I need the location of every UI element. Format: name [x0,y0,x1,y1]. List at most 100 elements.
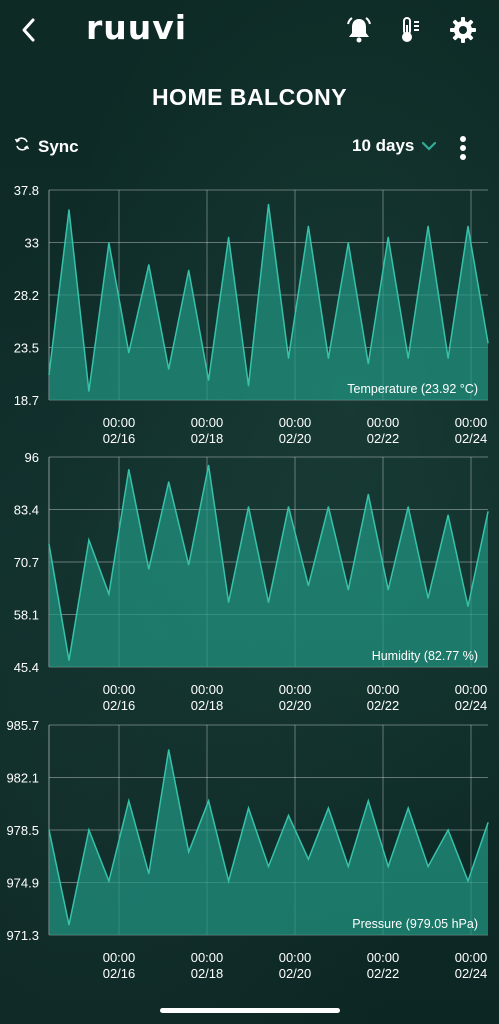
y-tick-label: 28.2 [14,288,39,303]
data-point [427,597,429,599]
x-tick-date: 02/20 [279,431,312,445]
x-tick-date: 02/24 [455,698,488,713]
data-point [48,374,50,376]
data-point [367,363,369,365]
time-range-label: 10 days [352,136,415,155]
x-tick-date: 02/16 [103,698,136,713]
data-point [447,357,449,359]
data-point [128,800,130,802]
back-icon[interactable] [18,16,42,44]
thermometer-icon[interactable] [398,16,426,44]
data-point [367,493,369,495]
x-tick-date: 02/24 [455,431,488,445]
data-point [287,357,290,359]
data-point [128,352,130,354]
x-tick-date: 02/20 [279,698,312,713]
x-tick-time: 00:00 [191,682,224,697]
data-point [387,236,389,238]
y-tick-label: 33 [25,236,39,251]
x-tick-time: 00:00 [279,682,312,697]
y-tick-label: 23.5 [14,341,39,356]
data-point [68,659,70,661]
data-point [108,242,110,244]
time-range-dropdown[interactable]: 10 days [352,136,437,156]
data-point [227,880,230,882]
data-point [287,506,290,508]
x-tick-date: 02/20 [279,966,312,981]
sync-button[interactable]: Sync [14,136,79,157]
data-point [467,880,469,882]
data-point [387,589,389,591]
data-point [487,822,489,824]
data-point [347,242,349,244]
y-tick-label: 971.3 [6,928,39,943]
data-point [148,264,150,266]
x-tick-time: 00:00 [367,682,400,697]
data-point [367,800,369,802]
temperature-chart[interactable]: 37.83328.223.518.700:0002/1600:0002/1800… [0,180,499,445]
data-point [267,601,270,603]
y-tick-label: 978.5 [6,823,39,838]
y-tick-label: 985.7 [6,718,39,733]
data-point [188,564,190,566]
data-point [168,749,170,751]
x-tick-date: 02/18 [191,698,224,713]
data-point [88,390,90,392]
data-point [148,873,150,875]
data-point [467,605,469,608]
x-tick-time: 00:00 [191,950,224,965]
data-point [407,506,409,508]
x-tick-time: 00:00 [103,950,136,965]
data-point [307,585,310,587]
data-point [327,506,329,508]
home-indicator [160,1008,340,1013]
data-point [327,807,329,809]
y-tick-label: 96 [25,450,39,465]
chart-label: Temperature (23.92 °C) [347,382,478,396]
x-tick-date: 02/18 [191,966,224,981]
y-tick-label: 58.1 [14,608,39,623]
bell-icon[interactable] [345,16,373,44]
data-point [227,601,230,603]
x-tick-time: 00:00 [279,415,312,430]
data-point [208,464,210,466]
data-point [287,814,290,817]
y-tick-label: 982.1 [6,771,39,786]
x-tick-date: 02/16 [103,431,136,445]
chart-label: Pressure (979.05 hPa) [352,917,478,931]
data-point [267,865,270,868]
more-options-icon[interactable] [456,135,470,161]
data-point [447,514,449,516]
data-point [128,468,130,471]
data-point [307,225,310,227]
series-area [49,465,488,667]
chevron-down-icon [422,136,437,156]
pressure-chart[interactable]: 985.7982.1978.5974.9971.300:0002/1600:00… [0,715,499,983]
humidity-chart[interactable]: 9683.470.758.145.400:0002/1600:0002/1800… [0,447,499,715]
data-point [487,342,489,344]
x-tick-time: 00:00 [191,415,224,430]
data-point [168,368,170,370]
x-tick-time: 00:00 [103,682,136,697]
gear-icon[interactable] [449,16,477,44]
data-point [247,807,250,809]
x-tick-date: 02/22 [367,966,400,981]
x-tick-time: 00:00 [367,950,400,965]
x-tick-time: 00:00 [279,950,312,965]
sync-icon [14,136,30,157]
y-tick-label: 18.7 [14,393,39,408]
x-tick-date: 02/16 [103,966,136,981]
top-app-bar: ruuvi [0,0,499,62]
x-tick-date: 02/22 [367,698,400,713]
data-point [48,829,50,831]
data-point [88,829,90,831]
x-tick-time: 00:00 [455,950,488,965]
data-point [327,357,329,359]
chart-label: Humidity (82.77 %) [372,649,478,663]
series-area [49,204,488,400]
data-point [407,807,409,809]
data-point [68,924,70,926]
data-point [208,800,210,802]
ruuvi-logo: ruuvi [86,8,188,47]
data-point [88,539,90,541]
